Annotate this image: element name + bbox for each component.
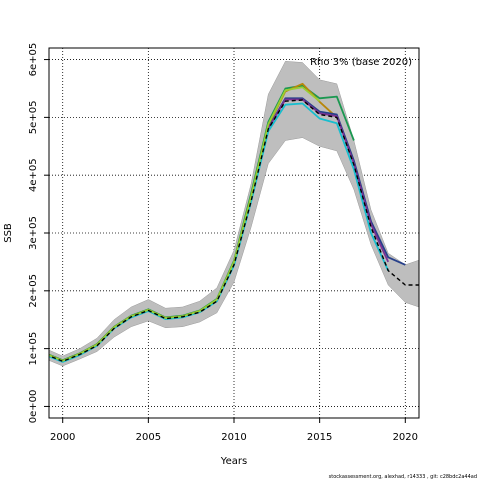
footer-credit: stockassessment.org, alexhad, r14333 , g…	[329, 474, 477, 480]
y-tick-label: 0e+00	[28, 390, 39, 424]
confidence-band	[49, 61, 419, 367]
y-axis: 0e+00 1e+05 2e+05 3e+05 4e+05 5e+05 6e+05	[28, 43, 49, 424]
y-tick-label: 5e+05	[28, 101, 39, 135]
x-tick-label: 2020	[393, 432, 418, 443]
y-tick-label: 4e+05	[28, 158, 39, 192]
chart-annotation: Rho 3% (base 2020)	[310, 57, 412, 68]
confidence-band-area	[49, 61, 419, 367]
y-tick-label: 3e+05	[28, 216, 39, 250]
x-tick-label: 2015	[307, 432, 332, 443]
y-tick-label: 1e+05	[28, 332, 39, 366]
y-tick-label: 2e+05	[28, 274, 39, 308]
series-line-0	[49, 99, 419, 362]
x-axis: 2000 2005 2010 2015 2020	[50, 418, 418, 443]
x-tick-label: 2010	[221, 432, 246, 443]
plot-frame	[48, 47, 420, 419]
x-axis-title: Years	[220, 456, 247, 467]
x-tick-label: 2000	[50, 432, 75, 443]
y-axis-title: SSB	[3, 223, 14, 243]
x-tick-label: 2005	[136, 432, 161, 443]
series-lines	[49, 82, 419, 363]
y-tick-label: 6e+05	[28, 43, 39, 77]
grid	[49, 48, 419, 418]
